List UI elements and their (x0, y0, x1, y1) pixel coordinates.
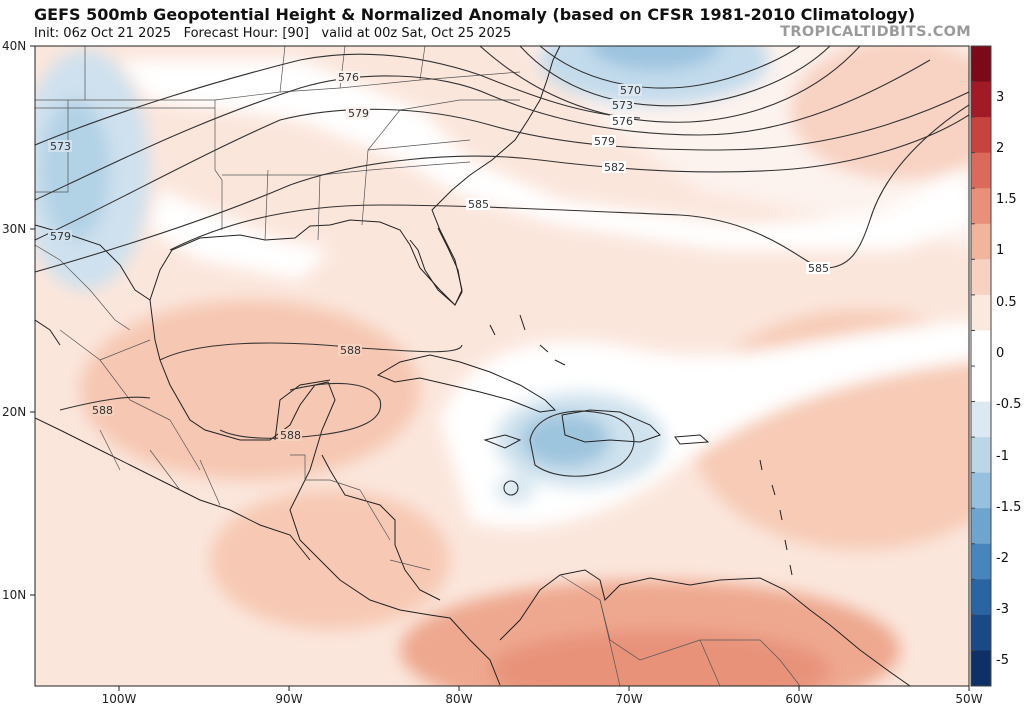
lat-label: 40N (2, 39, 26, 53)
colorbar-swatch (971, 117, 991, 154)
contour-label: 573 (612, 99, 633, 112)
contour-label: 588 (280, 429, 301, 442)
map-subtitle: Init: 06z Oct 21 2025 Forecast Hour: [90… (34, 26, 511, 41)
lon-label: 70W (615, 692, 642, 706)
anomaly-shading (35, 46, 969, 686)
contour-label: 579 (594, 135, 615, 148)
lat-label: 10N (2, 588, 26, 602)
political-borders (35, 46, 801, 686)
contour-label: 588 (92, 404, 113, 417)
colorbar-label: 0.5 (996, 295, 1017, 310)
map-panel: 576 579 573 579 570 573 576 579 582 585 … (35, 46, 969, 686)
colorbar-swatch (971, 330, 991, 367)
height-contours (35, 46, 969, 496)
lon-label: 80W (445, 692, 472, 706)
colorbar-label: -0.5 (996, 397, 1021, 412)
colorbar-swatch (971, 472, 991, 509)
init-time: Init: 06z Oct 21 2025 (34, 26, 172, 41)
colorbar-swatch (971, 579, 991, 616)
contour-label: 585 (808, 262, 829, 275)
colorbar-label: 1.5 (996, 192, 1017, 207)
lon-label: 90W (275, 692, 302, 706)
colorbar-label: -2 (996, 551, 1009, 566)
lat-label: 30N (2, 222, 26, 236)
colorbar-swatch (971, 46, 991, 83)
valid-time: valid at 00z Sat, Oct 25 2025 (321, 26, 512, 41)
lon-label: 50W (955, 692, 982, 706)
colorbar-swatch (971, 401, 991, 438)
colorbar-labels: 3 2 1.5 1 0.5 0 -0.5 -1 -1.5 -2 -3 -5 (996, 90, 1021, 668)
colorbar-label: 3 (996, 90, 1004, 105)
colorbar-label: 2 (996, 141, 1004, 156)
contour-label: 576 (612, 115, 633, 128)
colorbar-swatch (971, 188, 991, 225)
colorbar-swatch (971, 259, 991, 296)
contour-label: 582 (604, 161, 625, 174)
contour-label: 570 (620, 84, 641, 97)
lat-label: 20N (2, 405, 26, 419)
lon-label: 100W (102, 692, 137, 706)
contour-label: 579 (348, 107, 369, 120)
map-frame (34, 45, 970, 687)
contour-label: 573 (50, 140, 71, 153)
colorbar-swatch (971, 508, 991, 545)
lon-label: 60W (785, 692, 812, 706)
latitude-axis: 40N 30N 20N 10N (2, 39, 35, 602)
colorbar-swatch (971, 223, 991, 260)
colorbar-swatch (971, 366, 991, 403)
colorbar-label: -3 (996, 602, 1009, 617)
colorbar-swatch (971, 614, 991, 651)
site-watermark: TROPICALTIDBITS.COM (780, 24, 971, 40)
colorbar-label: -1.5 (996, 500, 1021, 515)
colorbar-label: 0 (996, 346, 1004, 361)
contour-label: 588 (340, 344, 361, 357)
colorbar (970, 45, 992, 687)
colorbar-swatch (971, 543, 991, 580)
contour-label: 576 (338, 71, 359, 84)
colorbar-swatch (971, 437, 991, 474)
colorbar-label: -1 (996, 449, 1009, 464)
coastlines (35, 46, 911, 686)
contour-label: 585 (468, 198, 489, 211)
colorbar-label: -5 (996, 653, 1009, 668)
contour-labels: 576 579 573 579 570 573 576 579 582 585 … (48, 71, 830, 442)
colorbar-swatch (971, 294, 991, 331)
colorbar-swatch (971, 81, 991, 118)
forecast-hour: Forecast Hour: [90] (183, 26, 310, 41)
map-title: GEFS 500mb Geopotential Height & Normali… (34, 5, 916, 24)
colorbar-swatch (971, 650, 991, 687)
longitude-axis: 100W 90W 80W 70W 60W 50W (102, 686, 983, 706)
contour-label: 579 (50, 230, 71, 243)
colorbar-swatch (971, 152, 991, 189)
colorbar-label: 1 (996, 243, 1004, 258)
